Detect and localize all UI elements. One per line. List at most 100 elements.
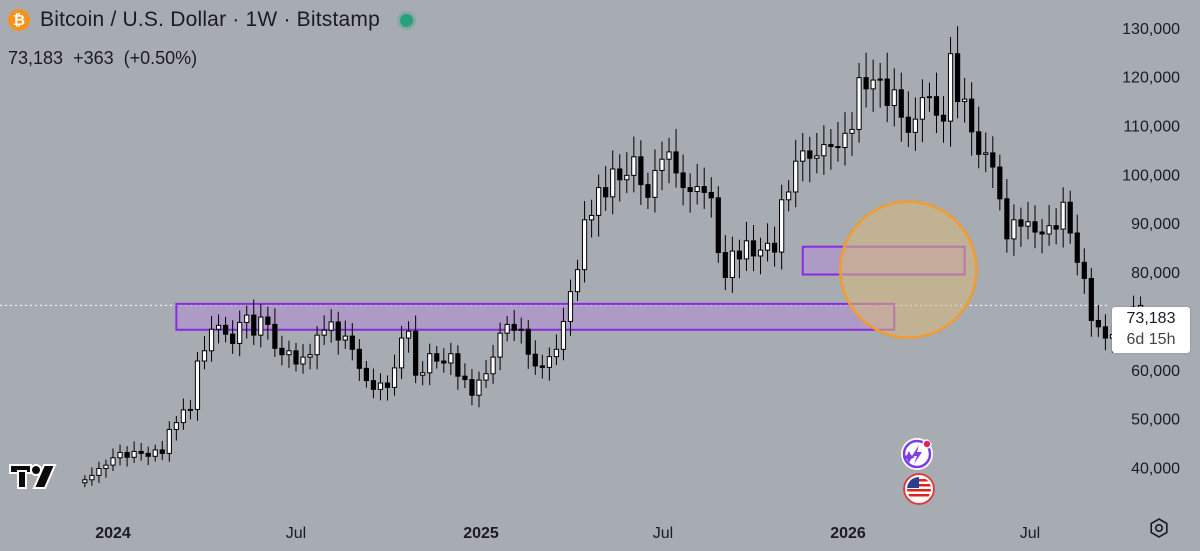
candle-body [1011, 219, 1017, 240]
candle-body [483, 373, 489, 381]
settings-gear-icon[interactable] [1149, 518, 1169, 538]
candle-body [223, 324, 229, 335]
candle-body [215, 324, 222, 330]
spark-badge-icon[interactable] [899, 436, 935, 472]
candle-body [532, 353, 538, 367]
candle-body [807, 150, 813, 159]
y-tick-label: 80,000 [1131, 265, 1180, 282]
candle-body [180, 409, 186, 424]
candle-body [814, 155, 820, 159]
candle-body [1095, 319, 1101, 328]
candle-body [384, 382, 391, 388]
candle-body [856, 77, 862, 130]
live-status-dot [399, 13, 413, 27]
candle-body [96, 468, 102, 476]
tradingview-logo-icon[interactable] [8, 462, 60, 490]
candle-body [673, 151, 679, 174]
candle-body [947, 53, 954, 122]
candle-body [511, 323, 517, 331]
candle-body [103, 464, 109, 470]
price-change-percent: (+0.50%) [123, 48, 198, 68]
candle-body [828, 144, 834, 148]
candle-body [546, 356, 552, 368]
candle-body [779, 199, 785, 253]
candle-body [877, 78, 883, 81]
candle-body [905, 116, 911, 133]
candle-body [82, 479, 88, 484]
x-tick-label: Jul [286, 525, 306, 542]
x-tick-label: Jul [1020, 525, 1040, 542]
candle-body [757, 249, 764, 257]
candle-body [652, 169, 658, 198]
candle-body [976, 131, 982, 155]
candle-body [307, 354, 313, 358]
candle-body [940, 114, 947, 122]
us-flag-icon[interactable] [903, 473, 935, 505]
candle-body [645, 184, 651, 198]
candle-body [152, 449, 158, 457]
candle-body [117, 451, 123, 459]
candle-body [462, 375, 468, 381]
highlight-circle [839, 200, 978, 339]
candle-body [990, 152, 996, 168]
bitcoin-icon: ₿ [8, 9, 30, 31]
candle-body [870, 79, 876, 90]
candle-body [715, 197, 721, 254]
candle-body [138, 450, 144, 454]
candle-body [265, 316, 271, 325]
current-price: 73,183 [1126, 310, 1176, 327]
candle-body [919, 97, 926, 120]
candle-body [391, 367, 398, 388]
x-tick-label: 2025 [463, 525, 499, 542]
candle-body [933, 96, 940, 116]
candle-body [497, 332, 503, 358]
candle-body [610, 168, 616, 198]
candle-body [237, 321, 243, 344]
candle-body [983, 152, 989, 155]
candle-body [525, 328, 531, 355]
candle-body [1018, 219, 1024, 227]
symbol-title[interactable]: Bitcoin / U.S. Dollar · 1W · Bitstamp [40, 8, 380, 31]
price-quote: 73,183 +363 (+0.50%) [8, 48, 207, 69]
candle-body [596, 187, 602, 216]
candle-body [1039, 231, 1045, 235]
candle-body [455, 353, 461, 377]
candle-body [743, 240, 750, 260]
candle-body [434, 353, 440, 362]
candle-body [1067, 201, 1073, 234]
candle-body [659, 158, 665, 171]
candle-body [912, 118, 918, 133]
candle-body [377, 382, 384, 390]
candle-body [370, 380, 377, 390]
candle-body [194, 360, 201, 410]
candle-body [300, 356, 306, 365]
candle-body [926, 96, 933, 99]
candle-body [786, 191, 792, 201]
symbol-header[interactable]: ₿ Bitcoin / U.S. Dollar · 1W · Bitstamp [8, 8, 413, 32]
candle-body [293, 350, 299, 365]
candle-body [124, 451, 130, 458]
candle-body [89, 474, 95, 481]
candle-body [356, 348, 362, 369]
candle-body [131, 450, 137, 458]
candle-body [842, 132, 848, 148]
candle-body [581, 219, 588, 271]
candle-body [342, 335, 348, 341]
y-tick-label: 60,000 [1131, 363, 1180, 380]
candle-body [539, 365, 545, 368]
candle-body [1088, 277, 1094, 321]
candle-body [251, 314, 257, 336]
candle-body [244, 314, 250, 323]
current-price-label: 73,183 6d 15h [1112, 307, 1190, 353]
candle-body [708, 191, 714, 199]
candle-body [420, 372, 426, 376]
candle-body [413, 330, 419, 376]
candle-body [518, 328, 524, 331]
candle-body [631, 156, 637, 176]
candle-body [891, 89, 897, 106]
candle-body [666, 151, 672, 160]
candle-body [187, 408, 194, 411]
candle-body [173, 422, 179, 430]
